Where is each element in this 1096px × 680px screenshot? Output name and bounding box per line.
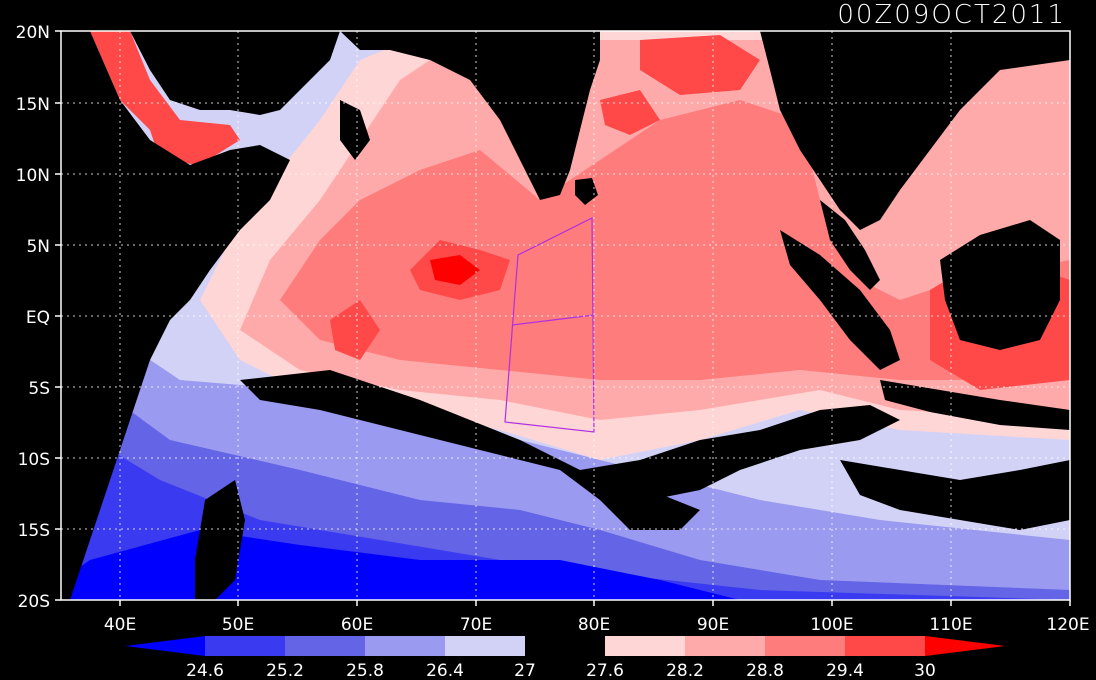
lat-label: 5S	[28, 379, 50, 399]
gridlines	[61, 31, 1070, 600]
colorbar-label: 29.4	[826, 661, 864, 680]
lat-label: 10N	[16, 166, 50, 186]
colorbar-arrow-high	[925, 636, 1005, 656]
colorbar-label: 25.2	[266, 661, 304, 680]
colorbar-label: 30	[914, 661, 936, 680]
colorbar-segment	[765, 636, 845, 656]
lon-label: 80E	[578, 615, 610, 635]
lon-label: 70E	[460, 615, 492, 635]
colorbar-segment	[525, 636, 605, 656]
lat-label: 15N	[16, 95, 50, 115]
colorbar-label: 27.6	[586, 661, 624, 680]
lon-label: 120E	[1046, 615, 1089, 635]
lat-label: 15S	[18, 521, 50, 541]
colorbar: 24.6 25.2 25.8 26.4 27 27.6 28.2 28.8 29.4 30	[125, 636, 1005, 680]
lon-label: 60E	[341, 615, 373, 635]
colorbar-label: 24.6	[186, 661, 224, 680]
colorbar-segment	[845, 636, 925, 656]
colorbar-segment	[685, 636, 765, 656]
lon-label: 90E	[697, 615, 729, 635]
lat-label: EQ	[26, 308, 50, 328]
colorbar-segment	[285, 636, 365, 656]
lat-label: 20N	[16, 23, 50, 43]
landmasses	[61, 31, 1070, 600]
colorbar-label: 25.8	[346, 661, 384, 680]
lon-label: 50E	[222, 615, 254, 635]
colorbar-label: 28.8	[746, 661, 784, 680]
colorbar-label: 26.4	[426, 661, 464, 680]
map-title: 00Z09OCT2011	[837, 0, 1066, 30]
colorbar-label: 27	[514, 661, 536, 680]
colorbar-label: 28.2	[666, 661, 704, 680]
colorbar-segment	[365, 636, 445, 656]
colorbar-segment	[205, 636, 285, 656]
lat-label: 20S	[18, 592, 50, 612]
lon-label: 40E	[104, 615, 136, 635]
lat-label: 10S	[18, 450, 50, 470]
lat-label: 5N	[26, 237, 50, 257]
colorbar-segment	[445, 636, 525, 656]
colorbar-arrow-low	[125, 636, 205, 656]
colorbar-segment	[605, 636, 685, 656]
lon-label: 100E	[810, 615, 853, 635]
lon-label: 110E	[929, 615, 972, 635]
region-box	[504, 217, 595, 433]
